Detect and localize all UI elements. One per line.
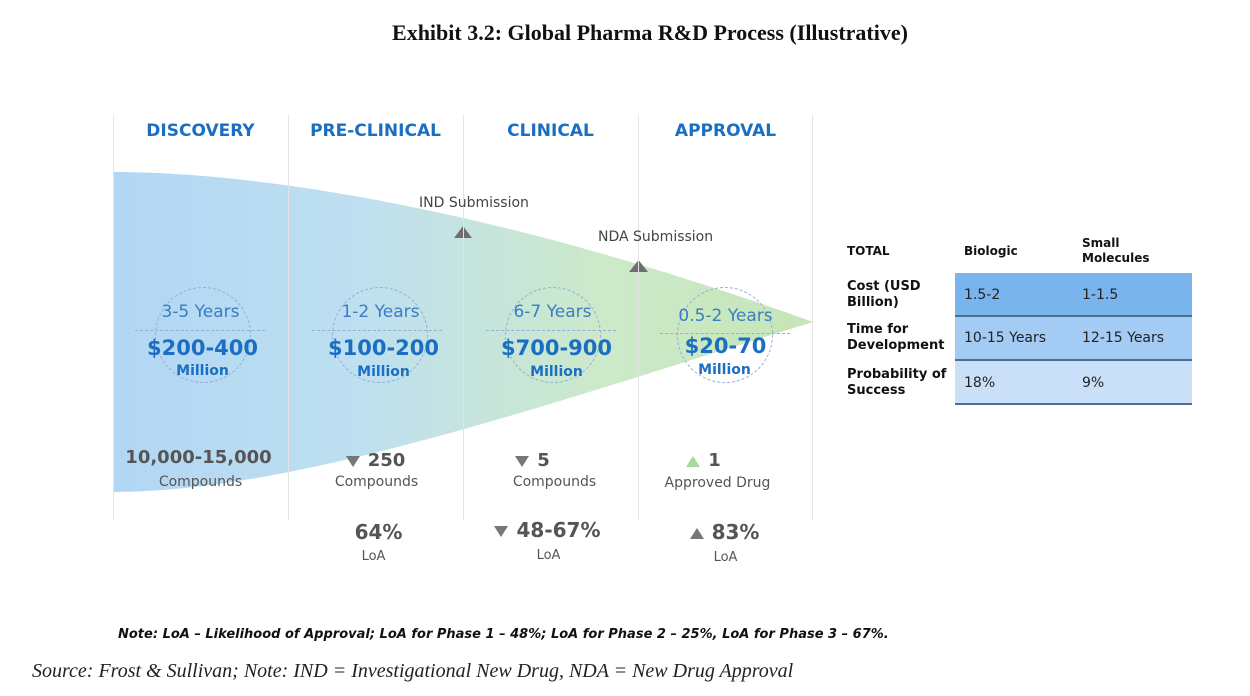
totals-table: TOTAL Biologic Small Molecules Cost (USD… <box>840 233 1192 405</box>
nda-submission-label: NDA Submission <box>598 229 714 245</box>
phase-dotline <box>486 330 616 331</box>
phase-circle <box>677 287 773 383</box>
biologic-cell: 1.5-2 <box>964 287 1001 303</box>
row-label: Time for Development <box>847 322 945 353</box>
totals-header: TOTAL Biologic Small Molecules <box>840 233 1192 273</box>
phase-cost: $200-400 <box>147 336 258 360</box>
row-label: Probability of Success <box>847 367 947 398</box>
small-molecule-cell: 9% <box>1082 375 1105 391</box>
totals-row: Probability of Success 18% 9% <box>840 361 1192 405</box>
phase-years: 1-2 Years <box>341 302 420 322</box>
biologic-cell: 10-15 Years <box>964 330 1047 346</box>
phase-years: 6-7 Years <box>513 302 592 322</box>
phase-cost: $700-900 <box>501 336 612 360</box>
biologic-header: Biologic <box>964 244 1018 258</box>
phase-header-preclinical: PRE-CLINICAL <box>310 121 441 141</box>
phase-cost: $100-200 <box>328 336 439 360</box>
loa-label: LoA <box>361 549 386 564</box>
count-label: Compounds <box>334 474 419 490</box>
phase-cost-unit: Million <box>530 364 583 380</box>
phase-cost-unit: Million <box>176 363 229 379</box>
row-fill <box>955 361 1192 405</box>
loa-label: LoA <box>713 550 738 565</box>
phase-divider <box>288 115 289 520</box>
loa-label: LoA <box>536 548 561 563</box>
source-note: Source: Frost & Sullivan; Note: IND = In… <box>32 660 794 682</box>
phase-divider <box>113 115 114 520</box>
count-label: Compounds <box>158 474 243 490</box>
phase-dotline <box>135 330 265 331</box>
row-fill <box>955 317 1192 361</box>
phase-header-discovery: DISCOVERY <box>146 121 255 141</box>
biologic-cell: 18% <box>964 375 996 391</box>
phase-cost-unit: Million <box>357 364 410 380</box>
phase-dotline <box>312 330 442 331</box>
up-triangle-icon <box>686 455 701 467</box>
down-triangle-icon <box>345 455 360 467</box>
totals-row: Cost (USD Billion) 1.5-2 1-1.5 <box>840 273 1192 317</box>
down-triangle-icon <box>494 526 509 537</box>
loa-value: 64% <box>354 520 403 544</box>
phase-years: 3-5 Years <box>161 302 240 322</box>
phase-divider <box>638 115 639 520</box>
phase-years: 0.5-2 Years <box>678 306 773 326</box>
phase-circle <box>155 287 251 383</box>
totals-header-label: TOTAL <box>847 244 890 258</box>
phase-divider <box>463 115 464 520</box>
up-triangle-icon <box>689 528 704 539</box>
count-label: Compounds <box>512 474 597 490</box>
phase-circle <box>505 287 601 383</box>
ind-submission-label: IND Submission <box>419 195 529 211</box>
loa-note: Note: LoA – Likelihood of Approval; LoA … <box>118 627 889 642</box>
phase-dotline <box>660 333 790 334</box>
compound-count: 5 <box>445 450 620 471</box>
approved-count: 1 <box>616 450 791 471</box>
loa-value: 48-67% <box>460 518 635 542</box>
row-label: Cost (USD Billion) <box>847 279 921 310</box>
exhibit-title: Exhibit 3.2: Global Pharma R&D Process (… <box>392 20 908 45</box>
small-molecules-header: Small Molecules <box>1082 236 1150 265</box>
compound-count: 10,000-15,000 <box>125 447 272 468</box>
totals-row: Time for Development 10-15 Years 12-15 Y… <box>840 317 1192 361</box>
count-label: Approved Drug <box>664 475 771 491</box>
row-fill <box>955 273 1192 317</box>
phase-header-clinical: CLINICAL <box>507 121 594 141</box>
phase-header-approval: APPROVAL <box>674 121 777 141</box>
loa-value: 83% <box>637 520 812 544</box>
small-molecule-cell: 12-15 Years <box>1082 330 1165 346</box>
phase-cost-unit: Million <box>698 362 751 378</box>
down-triangle-icon <box>515 455 530 467</box>
phase-divider <box>812 115 813 520</box>
phase-circle <box>332 287 428 383</box>
small-molecule-cell: 1-1.5 <box>1082 287 1119 303</box>
phase-cost: $20-70 <box>684 334 767 358</box>
compound-count: 250 <box>288 450 463 471</box>
